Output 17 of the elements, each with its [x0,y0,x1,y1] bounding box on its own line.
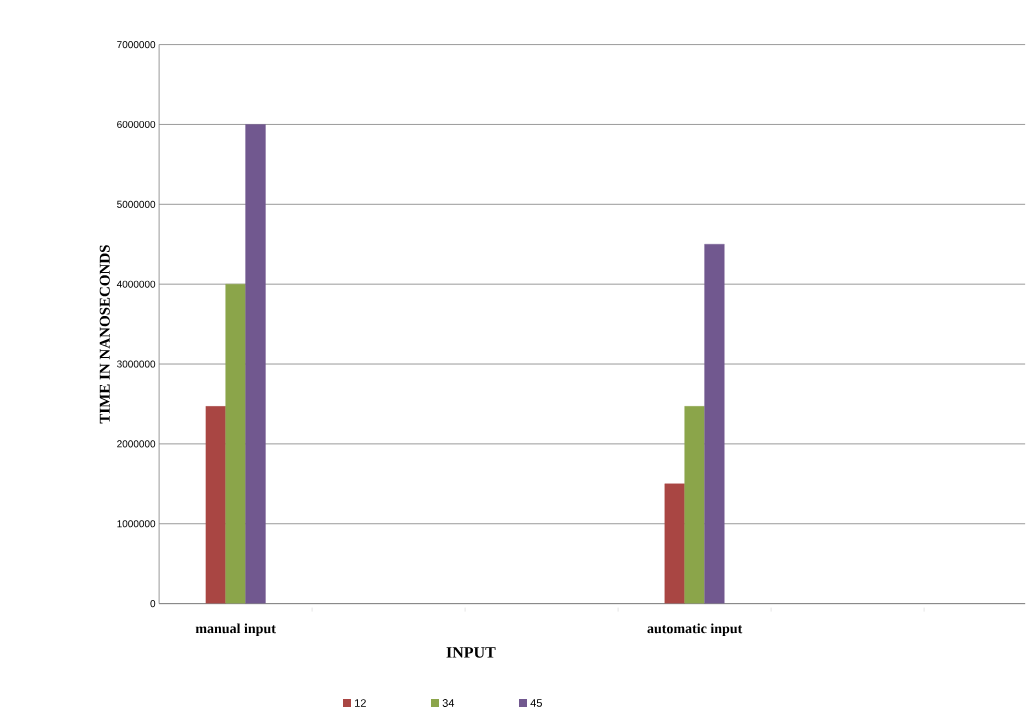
y-tick-label: 6000000 [117,120,156,128]
legend-label: 45 [530,699,542,707]
bar [704,244,725,604]
y-tick-label: 4000000 [116,280,156,288]
y-tick-label: 1000000 [117,520,156,528]
bar [245,124,266,604]
y-tick-label: 3000000 [117,360,156,368]
x-tick-label: automatic input [647,623,743,637]
y-tick-label: 2000000 [117,440,156,448]
legend-label: 12 [355,699,366,707]
x-tick-label: manual input [195,623,276,637]
y-tick-label: 5000000 [117,200,156,208]
y-tick-label: 7000000 [117,41,156,49]
y-axis-title: TIME IN NANOSECONDS [99,245,110,424]
y-tick-label: 0 [150,600,156,608]
x-axis-title: INPUT [446,647,496,658]
legend-label: 34 [442,699,455,707]
